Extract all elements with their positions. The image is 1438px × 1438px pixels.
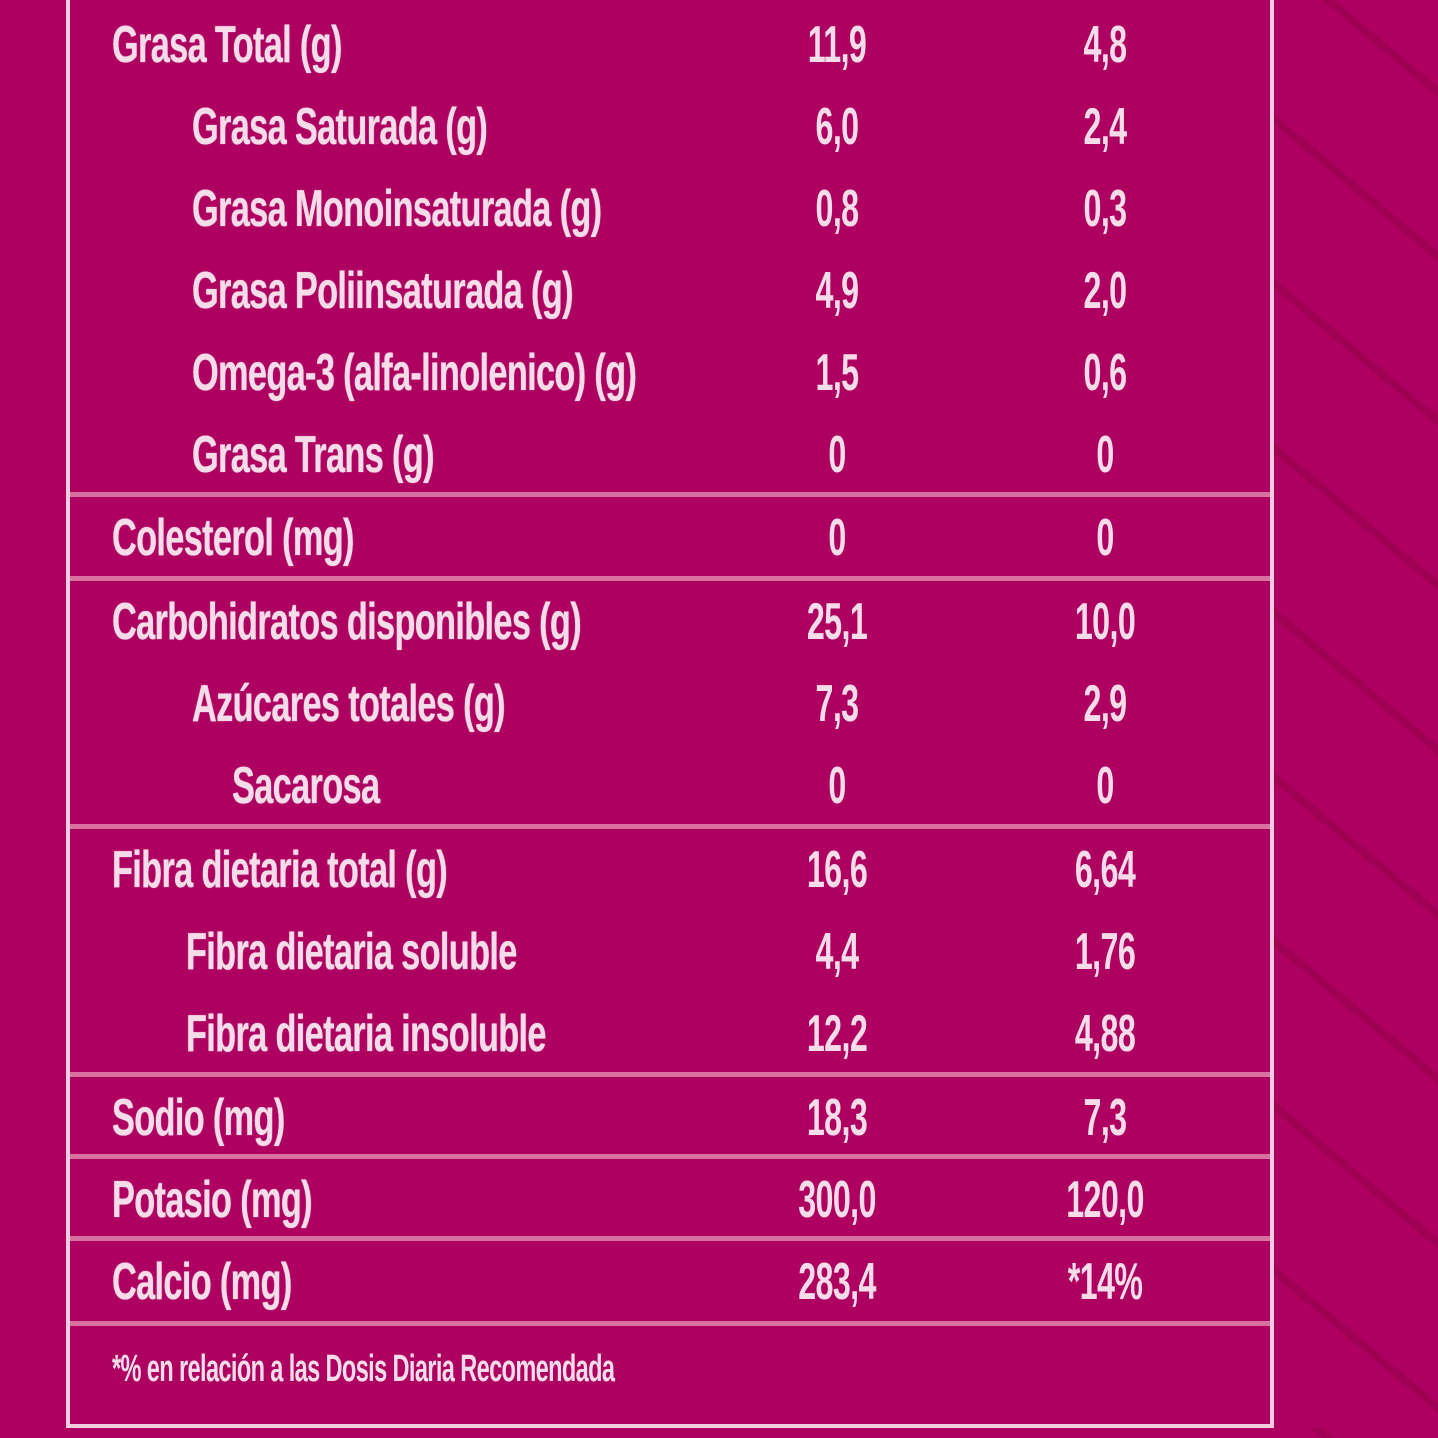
nutrient-label: Grasa Saturada (g) — [192, 98, 488, 156]
potassium-group: Potasio (mg) 300,0 120,0 — [70, 1159, 1270, 1241]
sodium-group: Sodio (mg) 18,3 7,3 — [70, 1077, 1270, 1159]
table-row: Carbohidratos disponibles (g) 25,1 10,0 — [70, 581, 1270, 663]
value-per-serving: 7,3 — [1083, 1089, 1128, 1147]
value-per-100g: 7,3 — [815, 675, 860, 733]
table-row: Calcio (mg) 283,4 *14% — [70, 1241, 1270, 1323]
value-per-serving: 0 — [1096, 426, 1114, 484]
value-per-100g: 12,2 — [806, 1005, 868, 1063]
nutrient-label: Grasa Total (g) — [112, 16, 342, 74]
value-per-serving: 6,64 — [1074, 841, 1136, 899]
table-row: Omega-3 (alfa-linolenico) (g) 1,5 0,6 — [70, 332, 1270, 414]
nutrient-label: Sodio (mg) — [112, 1089, 285, 1147]
value-per-serving: 0,3 — [1083, 180, 1128, 238]
table-row: Grasa Total (g) 11,9 4,8 — [70, 4, 1270, 86]
value-per-serving: 2,4 — [1083, 98, 1128, 156]
nutrient-label: Fibra dietaria total (g) — [112, 841, 448, 899]
table-row: Fibra dietaria insoluble 12,2 4,88 — [70, 993, 1270, 1075]
diagonal-stripes-decoration — [1272, 0, 1438, 1438]
table-row: Grasa Poliinsaturada (g) 4,9 2,0 — [70, 250, 1270, 332]
table-row: Potasio (mg) 300,0 120,0 — [70, 1159, 1270, 1241]
fiber-group: Fibra dietaria total (g) 16,6 6,64 Fibra… — [70, 829, 1270, 1077]
fat-group: Grasa Total (g) 11,9 4,8 Grasa Saturada … — [70, 0, 1270, 497]
table-row: Fibra dietaria total (g) 16,6 6,64 — [70, 829, 1270, 911]
value-per-serving: 2,9 — [1083, 675, 1128, 733]
value-per-100g: 300,0 — [798, 1171, 876, 1229]
value-per-serving: *14% — [1067, 1253, 1143, 1311]
footnote-section: *% en relación a las Dosis Diaria Recome… — [70, 1326, 1270, 1424]
value-per-100g: 11,9 — [807, 16, 867, 74]
nutrition-facts-table: Grasa Total (g) 11,9 4,8 Grasa Saturada … — [66, 0, 1274, 1428]
table-row: Sodio (mg) 18,3 7,3 — [70, 1077, 1270, 1159]
value-per-100g: 1,5 — [815, 344, 860, 402]
value-per-100g: 25,1 — [806, 593, 868, 651]
nutrient-label: Sacarosa — [232, 757, 380, 815]
nutrient-label: Grasa Monoinsaturada (g) — [192, 180, 602, 238]
table-row: Azúcares totales (g) 7,3 2,9 — [70, 663, 1270, 745]
table-row: Fibra dietaria soluble 4,4 1,76 — [70, 911, 1270, 993]
value-per-serving: 0 — [1096, 757, 1114, 815]
calcium-group: Calcio (mg) 283,4 *14% — [70, 1241, 1270, 1326]
table-row: Grasa Saturada (g) 6,0 2,4 — [70, 86, 1270, 168]
nutrient-label: Carbohidratos disponibles (g) — [112, 593, 582, 651]
value-per-100g: 0 — [828, 509, 846, 567]
value-per-serving: 4,88 — [1074, 1005, 1136, 1063]
value-per-100g: 0 — [828, 757, 846, 815]
value-per-serving: 0 — [1096, 509, 1114, 567]
value-per-serving: 1,76 — [1074, 923, 1136, 981]
value-per-serving: 120,0 — [1066, 1171, 1144, 1229]
value-per-100g: 16,6 — [806, 841, 868, 899]
value-per-100g: 283,4 — [798, 1253, 876, 1311]
carbohydrates-group: Carbohidratos disponibles (g) 25,1 10,0 … — [70, 581, 1270, 829]
nutrient-label: Grasa Poliinsaturada (g) — [192, 262, 574, 320]
table-row: Colesterol (mg) 0 0 — [70, 497, 1270, 579]
table-row: Sacarosa 0 0 — [70, 745, 1270, 827]
cholesterol-group: Colesterol (mg) 0 0 — [70, 497, 1270, 581]
value-per-100g: 4,4 — [815, 923, 860, 981]
value-per-serving: 0,6 — [1083, 344, 1128, 402]
value-per-100g: 0,8 — [815, 180, 860, 238]
nutrient-label: Calcio (mg) — [112, 1253, 292, 1311]
footnote-text: *% en relación a las Dosis Diaria Recome… — [112, 1348, 615, 1390]
value-per-serving: 4,8 — [1083, 16, 1128, 74]
value-per-100g: 6,0 — [815, 98, 860, 156]
table-row: Grasa Monoinsaturada (g) 0,8 0,3 — [70, 168, 1270, 250]
nutrient-label: Potasio (mg) — [112, 1171, 313, 1229]
value-per-serving: 10,0 — [1074, 593, 1136, 651]
nutrient-label: Omega-3 (alfa-linolenico) (g) — [192, 344, 637, 402]
value-per-100g: 0 — [828, 426, 846, 484]
value-per-100g: 18,3 — [806, 1089, 868, 1147]
value-per-serving: 2,0 — [1083, 262, 1128, 320]
nutrient-label: Fibra dietaria soluble — [186, 923, 517, 981]
nutrient-label: Fibra dietaria insoluble — [186, 1005, 547, 1063]
nutrient-label: Azúcares totales (g) — [192, 675, 506, 733]
nutrient-label: Colesterol (mg) — [112, 509, 354, 567]
nutrient-label: Grasa Trans (g) — [192, 426, 435, 484]
table-row: Grasa Trans (g) 0 0 — [70, 414, 1270, 496]
value-per-100g: 4,9 — [815, 262, 860, 320]
